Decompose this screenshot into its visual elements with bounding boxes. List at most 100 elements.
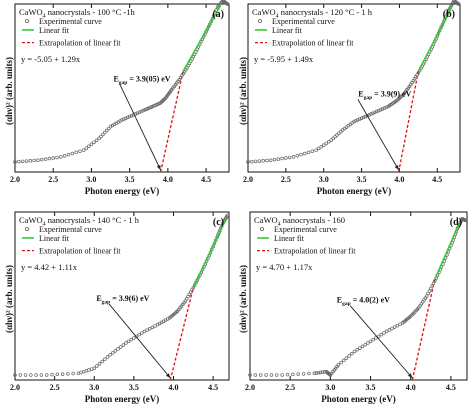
data-point [13, 160, 17, 164]
data-point [95, 364, 99, 368]
band-gap-arrow [108, 303, 171, 379]
data-point [360, 344, 365, 349]
linear-fit-line [417, 5, 454, 72]
data-point [258, 373, 263, 377]
panel-title-suffix: nanocrystals - 120 °C - 1 h [279, 7, 373, 17]
panel-letter: (b) [443, 9, 455, 20]
data-point [250, 159, 254, 164]
data-point [140, 331, 144, 335]
data-point [142, 329, 147, 334]
data-point [103, 130, 107, 135]
panel-title: CaWO4 nanocrystals - 100 °C -1h [19, 7, 135, 20]
data-point [36, 158, 40, 162]
data-point [376, 108, 381, 113]
band-gap-subscript: gap [342, 301, 351, 307]
data-point [321, 143, 326, 147]
data-point [100, 359, 104, 364]
data-point [335, 133, 339, 137]
panel-title-sub: 4 [43, 14, 46, 20]
data-point [398, 322, 402, 327]
fit-equation: y = -5.05 + 1.29x [21, 54, 81, 64]
data-point [296, 372, 300, 376]
band-gap-annotation: Egap = 3.9(9) eV [358, 89, 411, 101]
data-point [34, 373, 38, 377]
data-point [269, 373, 274, 377]
x-tick-label: 4.0 [406, 383, 416, 392]
data-point [390, 326, 394, 331]
fit-equation: y = -5.95 + 1.49x [254, 54, 314, 64]
band-gap-value: = 3.9(05) eV [127, 74, 170, 83]
legend-label: Linear fit [274, 234, 305, 243]
data-point [108, 353, 112, 357]
legend-marker-experimental [24, 18, 29, 23]
panel-title-sub: 4 [278, 222, 281, 228]
data-point [127, 114, 132, 119]
data-point [44, 373, 49, 377]
panel-title: CaWO4 nanocrystals - 160 [254, 215, 345, 228]
legend-label: Experimental curve [274, 225, 337, 234]
data-point [287, 155, 292, 160]
data-point [354, 119, 358, 123]
data-point [24, 159, 29, 163]
data-point [392, 325, 397, 329]
y-axis-title: (αhν)² (arb. units) [4, 265, 14, 333]
data-point [87, 144, 91, 148]
data-point [314, 148, 318, 152]
data-point [97, 362, 102, 366]
legend-label: Extrapolation of linear fit [39, 247, 121, 256]
data-point [327, 140, 331, 144]
data-point [60, 372, 65, 376]
data-point [384, 329, 389, 334]
panel-title-prefix: CaWO [19, 215, 43, 225]
panel-title-sub: 4 [276, 14, 279, 20]
data-point [122, 117, 126, 121]
extrapolation-line [169, 287, 194, 381]
chart-panel-c: 2.0 2.5 3.0 3.5 4.0 4.5 Photon energy (eV) (αhν… [4, 211, 230, 404]
linear-fit-line [182, 3, 223, 72]
data-point [23, 373, 28, 377]
data-point [339, 129, 343, 134]
data-point [284, 156, 288, 160]
data-point [71, 371, 75, 376]
data-point [306, 150, 311, 155]
band-gap-subscript: gap [102, 300, 111, 306]
band-gap-annotation: Egap = 3.9(05) eV [113, 74, 170, 86]
data-point [74, 150, 78, 155]
data-point [225, 213, 230, 218]
data-point [118, 345, 123, 349]
data-point [116, 347, 120, 351]
panel-title-suffix: nanocrystals - 140 °C - 1 h [46, 215, 140, 225]
x-tick-label: 2.0 [245, 383, 255, 392]
data-point [101, 132, 105, 137]
data-point [225, 2, 230, 6]
data-point [55, 155, 59, 160]
data-point [17, 159, 21, 164]
legend-label: Experimental curve [272, 17, 335, 26]
data-point [337, 131, 341, 136]
legend-marker-experimental [259, 226, 264, 231]
x-tick-label: 4.0 [169, 383, 179, 392]
data-point [379, 332, 384, 337]
data-point [280, 373, 284, 377]
data-point [253, 159, 258, 164]
data-point [371, 111, 375, 115]
linear-fit-line [192, 220, 226, 288]
legend-label: Linear fit [39, 26, 70, 35]
legend-label: Extrapolation of linear fit [272, 39, 354, 48]
data-point [106, 126, 111, 131]
panel-letter: (c) [213, 217, 224, 228]
data-point [13, 373, 17, 377]
data-point [303, 151, 307, 156]
panel-title-suffix: nanocrystals - 160 [281, 215, 345, 225]
data-point [368, 339, 373, 344]
x-tick-label: 4.0 [163, 175, 173, 184]
data-point [111, 351, 115, 355]
band-gap-annotation: Egap = 4.0(2) eV [337, 296, 390, 308]
band-gap-value: = 3.9(6) eV [110, 294, 149, 303]
data-point [378, 108, 383, 112]
data-point [32, 158, 36, 163]
x-tick-label: 3.0 [86, 175, 96, 184]
data-point [324, 141, 328, 146]
data-point [89, 142, 94, 147]
